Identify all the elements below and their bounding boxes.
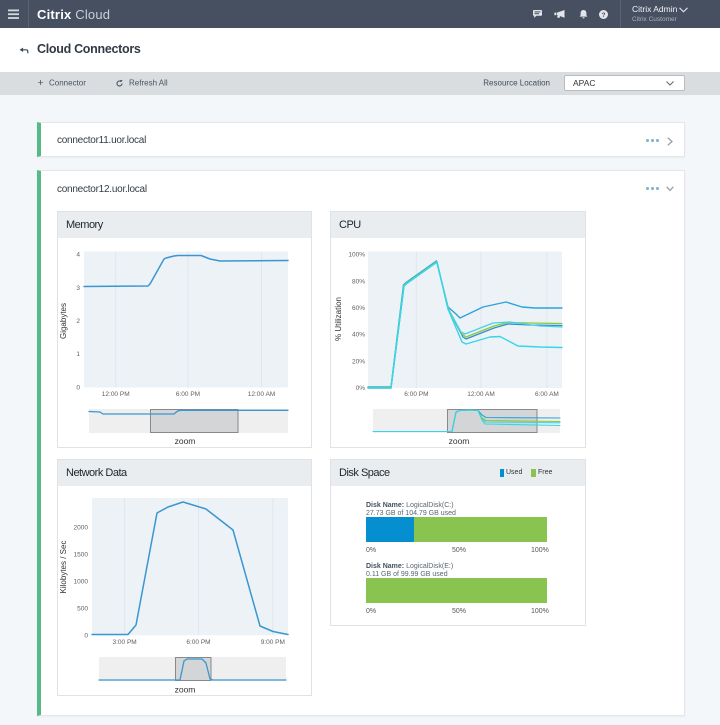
svg-text:1500: 1500 [74,551,89,558]
svg-text:20%: 20% [352,358,365,365]
svg-text:12:00 AM: 12:00 AM [248,391,275,398]
svg-text:0: 0 [76,384,80,391]
svg-text:% Utilization: % Utilization [334,297,343,341]
svg-text:12:00 PM: 12:00 PM [102,391,130,398]
svg-text:2000: 2000 [74,524,89,531]
svg-text:500: 500 [77,605,88,612]
svg-text:?: ? [602,11,606,18]
svg-text:6:00 PM: 6:00 PM [404,391,428,398]
svg-text:Kilobytes / Sec: Kilobytes / Sec [59,541,68,594]
svg-text:4: 4 [76,252,80,259]
svg-text:3: 3 [76,285,80,292]
svg-text:zoom: zoom [175,436,196,446]
svg-text:3:00 PM: 3:00 PM [112,639,136,646]
svg-text:2: 2 [76,318,80,325]
svg-text:60%: 60% [352,305,365,312]
svg-text:zoom: zoom [175,685,196,695]
svg-text:0: 0 [84,632,88,639]
svg-text:6:00 PM: 6:00 PM [186,639,210,646]
svg-text:1: 1 [76,351,80,358]
svg-text:6:00 PM: 6:00 PM [176,391,200,398]
svg-text:zoom: zoom [449,436,470,446]
svg-text:100%: 100% [348,252,365,259]
svg-text:1000: 1000 [74,578,89,585]
svg-text:6:00 AM: 6:00 AM [535,391,559,398]
svg-text:0%: 0% [356,385,366,392]
svg-text:12:00 AM: 12:00 AM [467,391,494,398]
svg-text:80%: 80% [352,278,365,285]
svg-text:9:00 PM: 9:00 PM [261,639,285,646]
svg-text:40%: 40% [352,332,365,339]
svg-text:Gigabytes: Gigabytes [59,303,68,339]
